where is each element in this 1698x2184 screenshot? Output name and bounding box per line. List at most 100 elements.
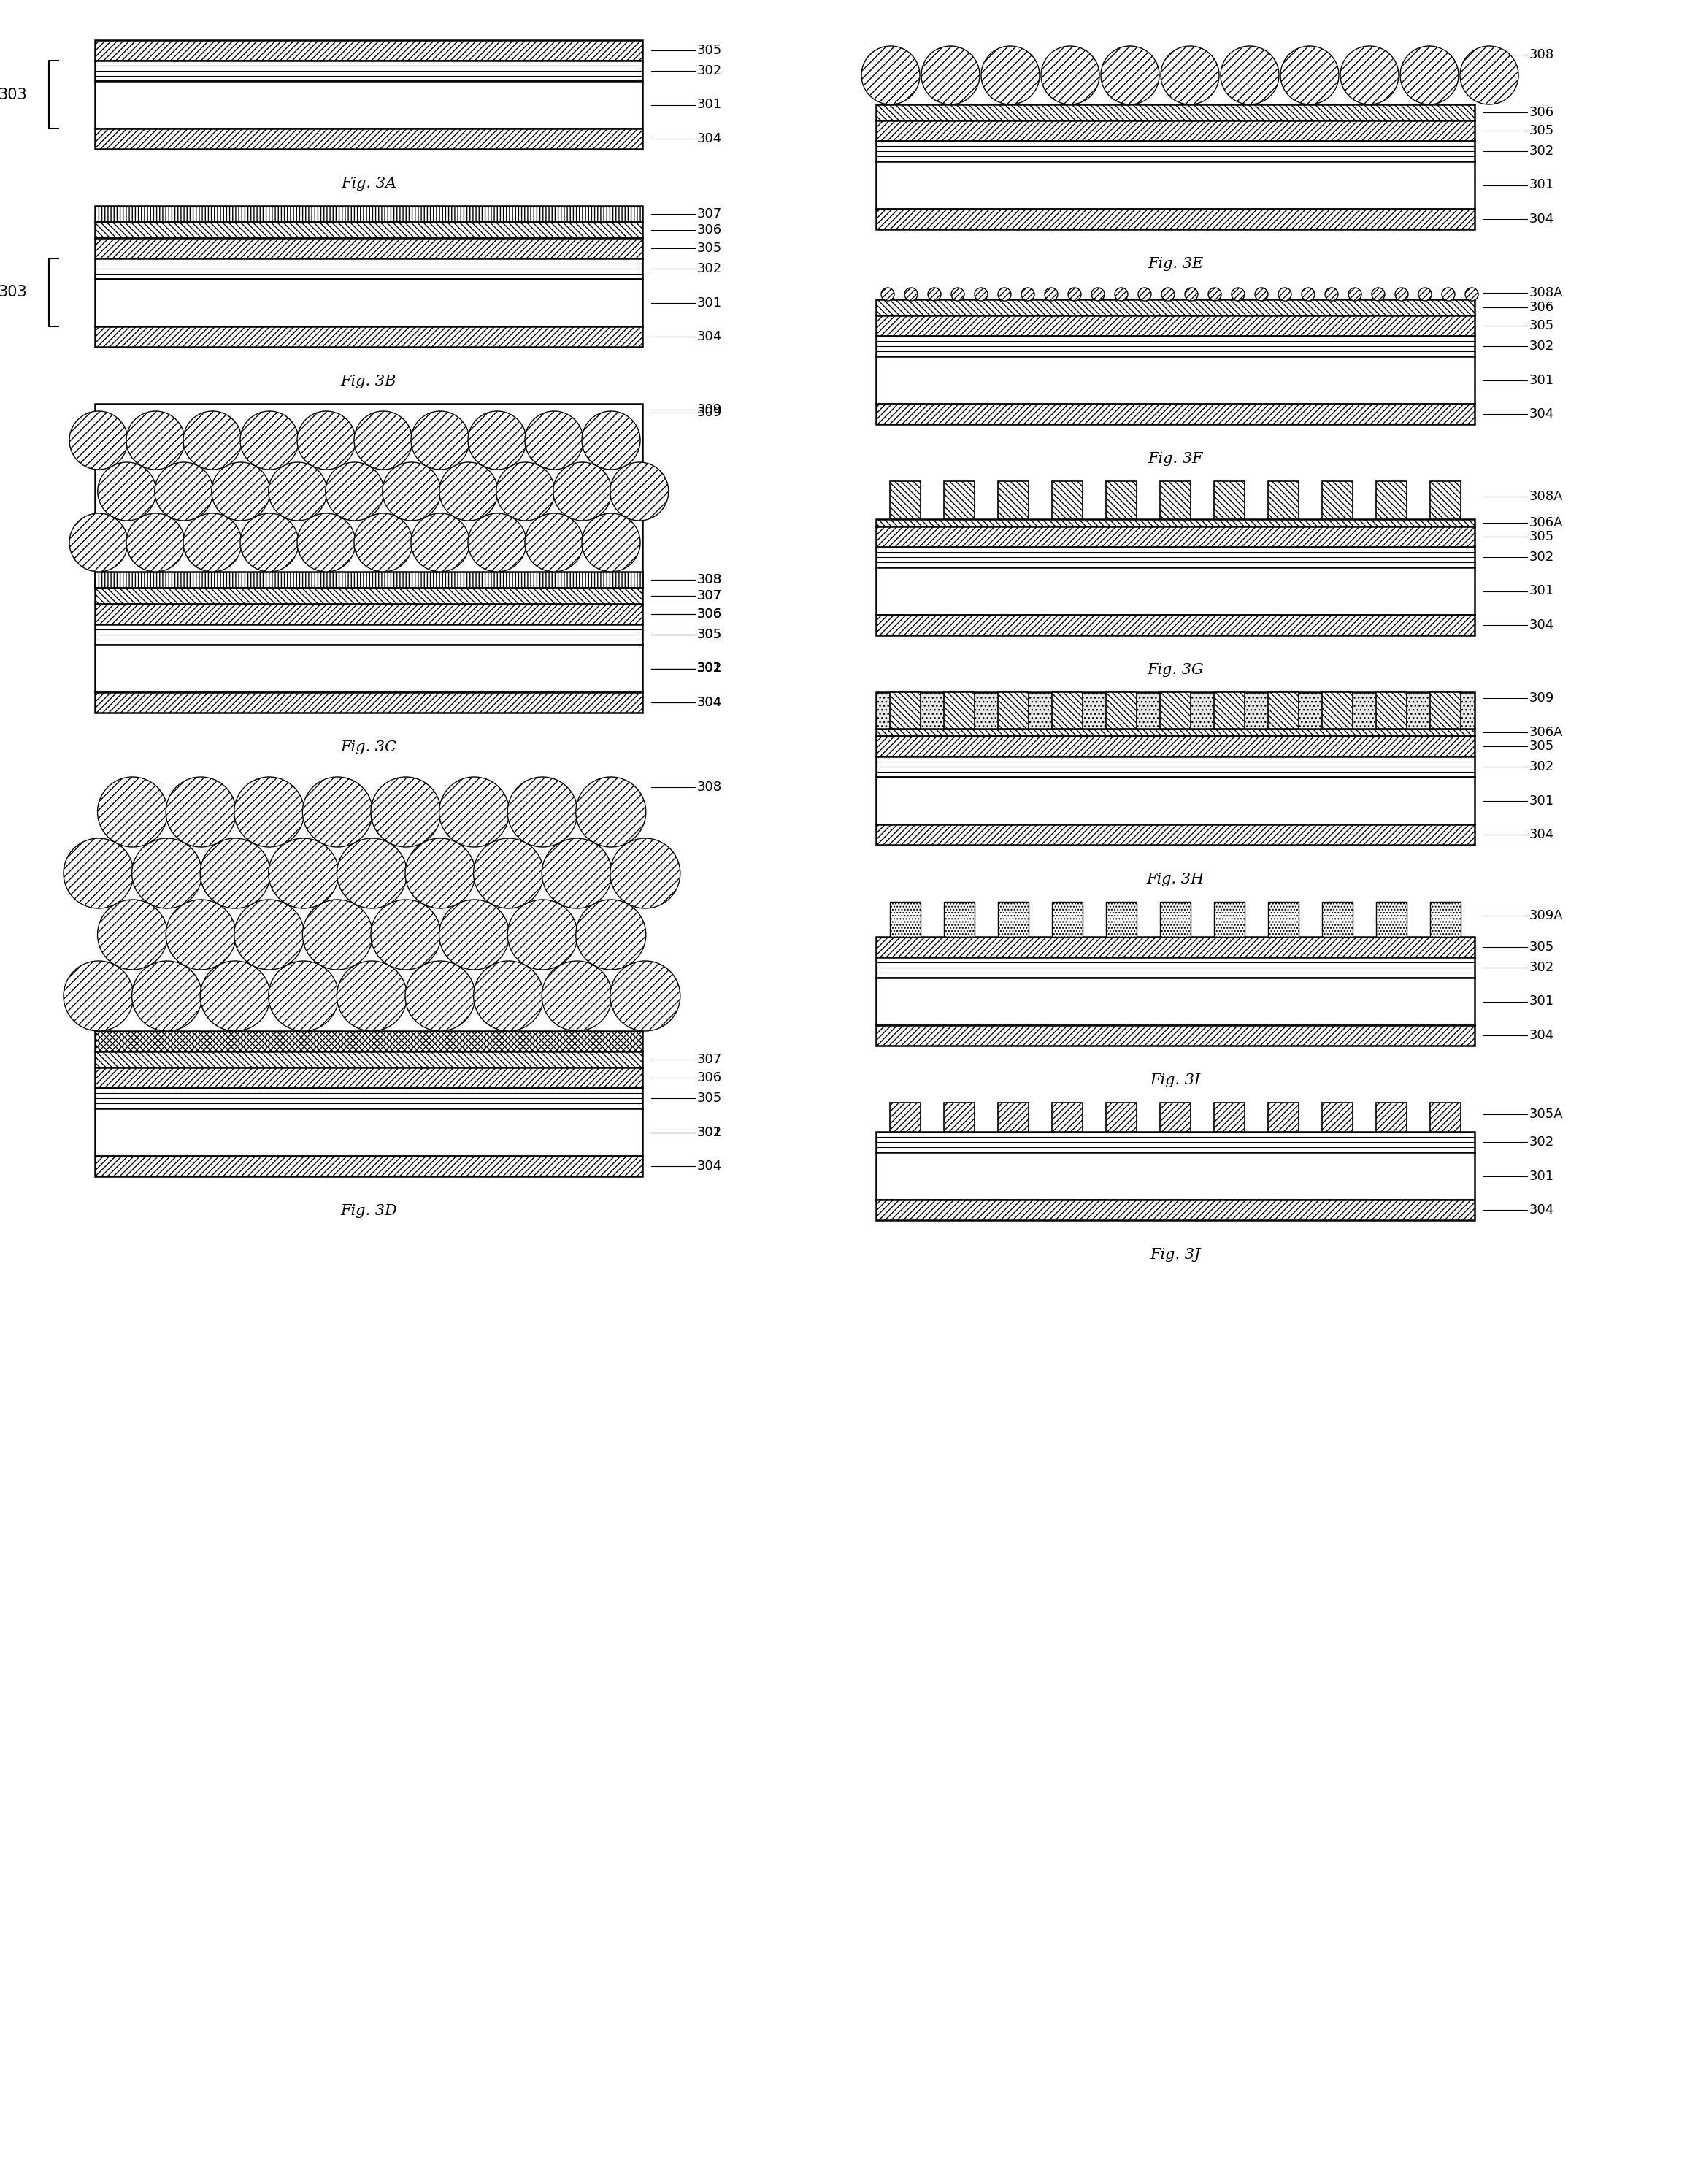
Text: 304: 304 bbox=[698, 697, 722, 710]
Circle shape bbox=[469, 411, 526, 470]
Circle shape bbox=[1324, 288, 1338, 301]
Text: 301: 301 bbox=[1530, 996, 1554, 1009]
Circle shape bbox=[166, 900, 236, 970]
Bar bbox=[95, 587, 642, 603]
Circle shape bbox=[610, 961, 681, 1031]
Circle shape bbox=[1138, 288, 1151, 301]
Circle shape bbox=[1442, 288, 1455, 301]
Text: 309: 309 bbox=[1530, 692, 1554, 705]
Bar bbox=[1430, 1103, 1460, 1131]
Text: Fig. 3I: Fig. 3I bbox=[1150, 1072, 1200, 1088]
Bar bbox=[1375, 1103, 1406, 1131]
Text: 302: 302 bbox=[698, 1125, 722, 1138]
Bar bbox=[876, 526, 1474, 546]
Circle shape bbox=[63, 839, 134, 909]
Circle shape bbox=[336, 839, 408, 909]
Text: 304: 304 bbox=[1530, 1203, 1554, 1216]
Circle shape bbox=[70, 411, 127, 470]
Circle shape bbox=[183, 411, 241, 470]
Bar bbox=[95, 325, 642, 347]
Circle shape bbox=[881, 288, 895, 301]
Circle shape bbox=[1092, 288, 1104, 301]
Bar bbox=[876, 520, 1474, 526]
Bar bbox=[95, 238, 642, 258]
Bar bbox=[890, 902, 920, 937]
Bar bbox=[1160, 480, 1190, 520]
Circle shape bbox=[440, 463, 498, 520]
Text: 301: 301 bbox=[698, 662, 722, 675]
Circle shape bbox=[411, 513, 469, 572]
Circle shape bbox=[1185, 288, 1199, 301]
Circle shape bbox=[370, 778, 441, 847]
Bar bbox=[876, 568, 1474, 616]
Bar bbox=[1323, 692, 1353, 729]
Bar bbox=[1214, 480, 1245, 520]
Circle shape bbox=[525, 513, 584, 572]
Text: 301: 301 bbox=[1530, 179, 1554, 192]
Circle shape bbox=[610, 463, 669, 520]
Text: Fig. 3H: Fig. 3H bbox=[1146, 874, 1204, 887]
Circle shape bbox=[336, 961, 408, 1031]
Circle shape bbox=[126, 513, 185, 572]
Circle shape bbox=[554, 463, 611, 520]
Text: 306: 306 bbox=[698, 223, 722, 236]
Text: 302: 302 bbox=[1530, 961, 1554, 974]
Text: 302: 302 bbox=[698, 662, 722, 675]
Bar bbox=[944, 902, 975, 937]
Text: 307: 307 bbox=[698, 1053, 722, 1066]
Circle shape bbox=[406, 961, 475, 1031]
Text: 308A: 308A bbox=[1530, 286, 1564, 299]
Circle shape bbox=[355, 411, 413, 470]
Circle shape bbox=[542, 961, 611, 1031]
Circle shape bbox=[1460, 46, 1518, 105]
Bar bbox=[1375, 692, 1406, 729]
Bar bbox=[944, 480, 975, 520]
Circle shape bbox=[576, 778, 645, 847]
Text: 304: 304 bbox=[1530, 408, 1554, 422]
Text: 308: 308 bbox=[698, 572, 722, 585]
Bar bbox=[95, 1088, 642, 1109]
Circle shape bbox=[155, 463, 212, 520]
Bar bbox=[876, 756, 1474, 778]
Bar bbox=[1268, 1103, 1299, 1131]
Bar bbox=[1430, 902, 1460, 937]
Bar bbox=[1323, 902, 1353, 937]
Bar bbox=[876, 336, 1474, 356]
Text: 305: 305 bbox=[698, 242, 722, 256]
Text: 302: 302 bbox=[1530, 550, 1554, 563]
Bar bbox=[1160, 1103, 1190, 1131]
Text: 305: 305 bbox=[1530, 319, 1554, 332]
Text: 308A: 308A bbox=[1530, 489, 1564, 502]
Bar bbox=[95, 1109, 642, 1155]
Bar bbox=[1214, 1103, 1245, 1131]
Circle shape bbox=[1231, 288, 1245, 301]
Circle shape bbox=[469, 513, 526, 572]
Circle shape bbox=[239, 411, 299, 470]
Text: 307: 307 bbox=[698, 590, 722, 603]
Text: Fig. 3B: Fig. 3B bbox=[341, 376, 397, 389]
Bar bbox=[876, 404, 1474, 424]
Circle shape bbox=[998, 288, 1010, 301]
Circle shape bbox=[496, 463, 555, 520]
Circle shape bbox=[1401, 46, 1459, 105]
Circle shape bbox=[922, 46, 980, 105]
Bar bbox=[95, 692, 642, 712]
Bar bbox=[1375, 902, 1406, 937]
Text: 305: 305 bbox=[698, 629, 722, 642]
Circle shape bbox=[212, 463, 270, 520]
Text: 302: 302 bbox=[1530, 339, 1554, 352]
Bar bbox=[95, 1031, 642, 1051]
Text: 306: 306 bbox=[698, 607, 722, 620]
Bar bbox=[876, 736, 1474, 756]
Text: 304: 304 bbox=[1530, 828, 1554, 841]
Circle shape bbox=[200, 961, 270, 1031]
Circle shape bbox=[1068, 288, 1082, 301]
Text: 305: 305 bbox=[1530, 124, 1554, 138]
Text: 306: 306 bbox=[698, 1070, 722, 1083]
Circle shape bbox=[542, 839, 611, 909]
Circle shape bbox=[355, 513, 413, 572]
Text: 308: 308 bbox=[1530, 48, 1554, 61]
Text: 305: 305 bbox=[1530, 740, 1554, 753]
Bar bbox=[998, 692, 1029, 729]
Text: 301: 301 bbox=[1530, 585, 1554, 598]
